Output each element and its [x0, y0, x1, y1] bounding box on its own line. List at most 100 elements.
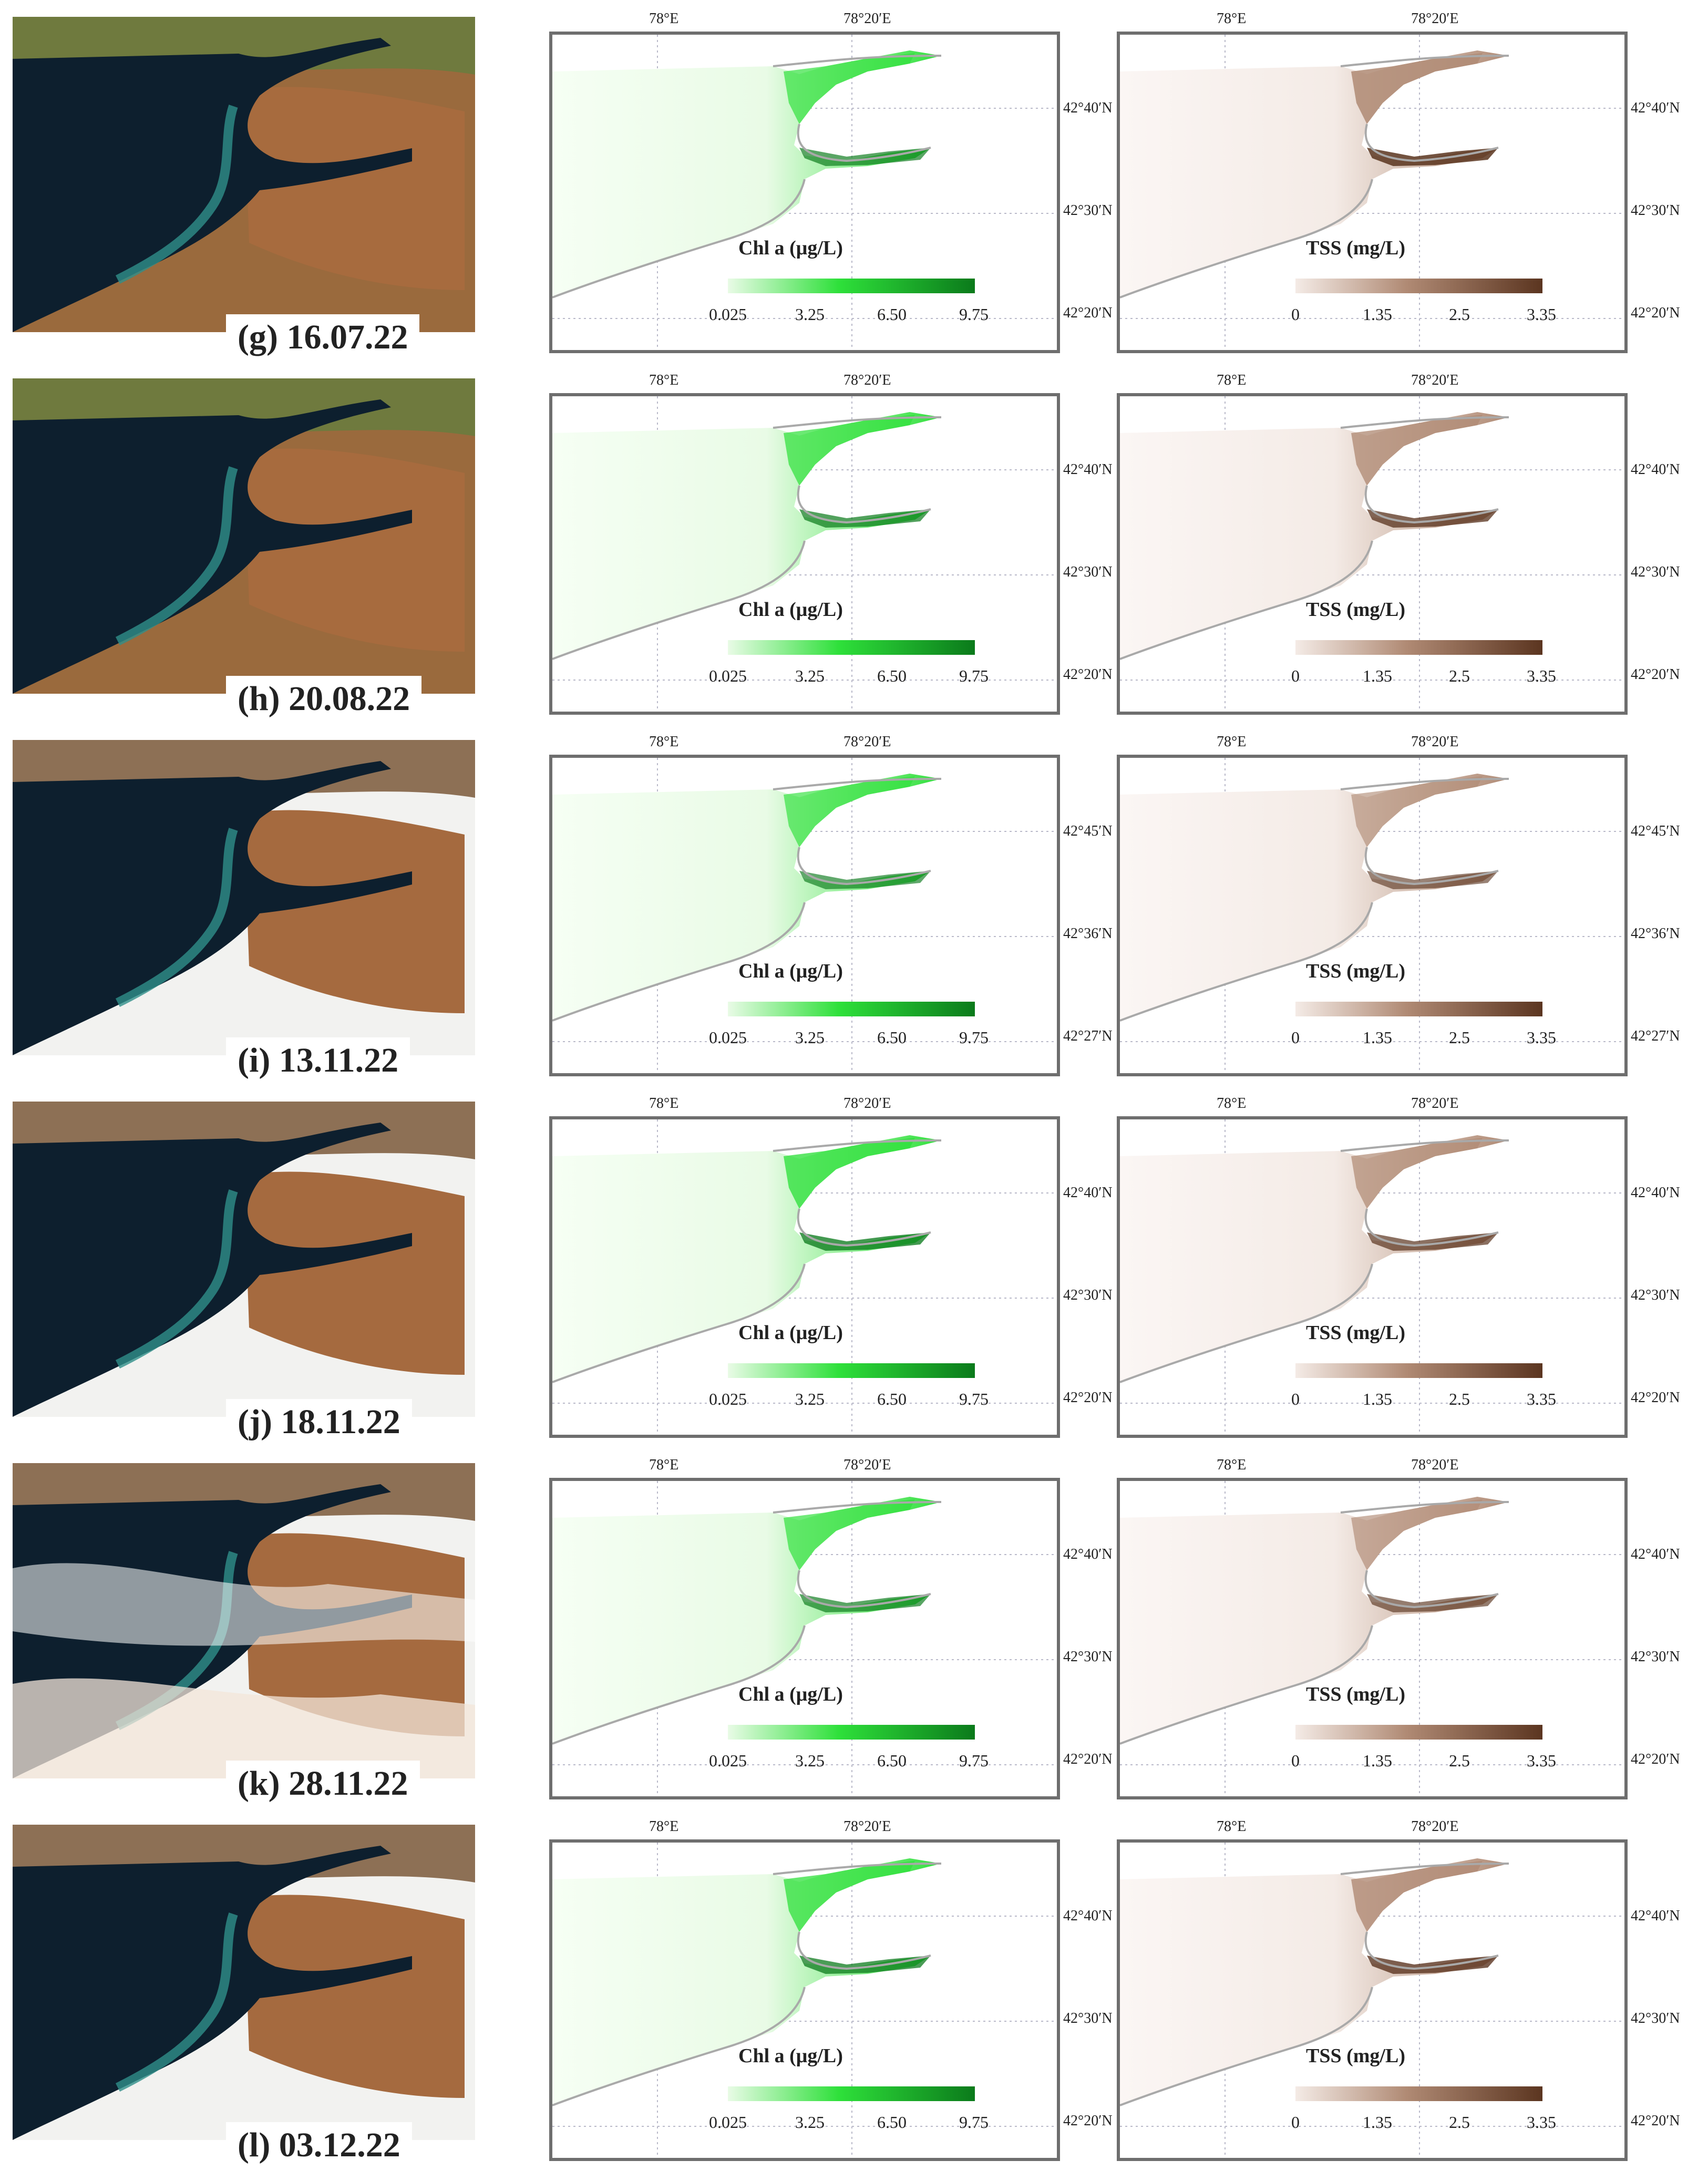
chl-colorbar-tick: 3.25	[795, 1390, 825, 1408]
chl-colorbar-tick: 6.50	[877, 2113, 907, 2132]
shoreline	[552, 778, 942, 1022]
shoreline	[1120, 55, 1509, 299]
tss-colorbar-tick: 3.35	[1527, 1751, 1556, 1770]
latitude-label: 42°30′N	[1063, 564, 1113, 580]
north-bay-concentration	[1351, 415, 1483, 486]
chl-map	[549, 1839, 1060, 2161]
latitude-label: 42°30′N	[1631, 202, 1680, 219]
longitude-label: 78°20′E	[1411, 1095, 1459, 1112]
chl-colorbar	[728, 2086, 975, 2101]
north-bay-concentration	[1351, 1138, 1483, 1209]
tss-map	[1117, 1116, 1628, 1438]
satellite-image	[13, 1102, 475, 1417]
lake-water	[13, 399, 412, 694]
chl-colorbar	[728, 640, 975, 655]
chl-colorbar	[728, 1002, 975, 1016]
south-bay-concentration	[799, 871, 931, 889]
tss-legend-title: TSS (mg/L)	[1306, 237, 1405, 259]
north-bay-concentration	[1351, 1861, 1483, 1932]
north-bay-concentration	[784, 415, 915, 486]
north-bay-concentration	[784, 1138, 915, 1209]
peninsula	[244, 1895, 465, 2098]
tss-colorbar-tick: 1.35	[1363, 2113, 1392, 2132]
panel-row: (g) 16.07.22 78°E 78°20′E Chl a (μg/L) 0.025…	[0, 11, 1708, 373]
latitude-label: 42°40′N	[1063, 1185, 1113, 1201]
latitude-label: 42°30′N	[1063, 1287, 1113, 1303]
latitude-label: 42°40′N	[1631, 1546, 1680, 1562]
longitude-label: 78°20′E	[843, 11, 891, 27]
tss-colorbar-tick: 2.5	[1449, 1751, 1470, 1770]
longitude-label: 78°E	[649, 1095, 679, 1112]
longitude-label: 78°20′E	[843, 1095, 891, 1112]
lake-surface	[552, 1135, 941, 1382]
latitude-label: 42°30′N	[1063, 2010, 1113, 2026]
lake-surface	[1120, 774, 1509, 1021]
chl-colorbar-tick: 0.025	[709, 1028, 747, 1047]
tss-colorbar-tick: 2.5	[1449, 1028, 1470, 1047]
chl-colorbar	[728, 279, 975, 293]
chl-colorbar-tick: 6.50	[877, 305, 907, 324]
chl-colorbar-tick: 3.25	[795, 2113, 825, 2132]
longitude-label: 78°E	[649, 1457, 679, 1473]
turbid-plume	[115, 828, 238, 1007]
chl-colorbar-tick: 0.025	[709, 1390, 747, 1408]
longitude-label: 78°E	[1217, 372, 1247, 388]
peninsula	[244, 87, 465, 290]
longitude-label: 78°20′E	[843, 734, 891, 750]
lake-surface	[552, 50, 941, 297]
tss-map	[1117, 32, 1628, 353]
chl-colorbar-tick: 9.75	[959, 1751, 989, 1770]
lake-water	[13, 761, 412, 1055]
longitude-label: 78°E	[1217, 1457, 1247, 1473]
chl-map	[549, 1478, 1060, 1799]
south-bay-concentration	[1367, 871, 1498, 889]
panel-row: (k) 28.11.22 78°E 78°20′E Chl a (μg/L) 0.025…	[0, 1457, 1708, 1819]
chl-map	[549, 755, 1060, 1076]
tss-colorbar	[1295, 640, 1542, 655]
lake-surface	[1120, 1497, 1509, 1744]
longitude-label: 78°E	[1217, 734, 1247, 750]
shoreline	[1120, 778, 1509, 1022]
latitude-label: 42°20′N	[1631, 305, 1680, 321]
north-bay-concentration	[784, 1861, 915, 1932]
latitude-label: 42°20′N	[1063, 305, 1113, 321]
chl-map	[549, 393, 1060, 715]
tss-map	[1117, 1478, 1628, 1799]
chl-colorbar-tick: 3.25	[795, 1751, 825, 1770]
shoreline	[1120, 1139, 1509, 1383]
south-bay-concentration	[1367, 1956, 1498, 1974]
latitude-label: 42°45′N	[1631, 823, 1680, 839]
tss-colorbar-tick: 3.35	[1527, 305, 1556, 324]
latitude-label: 42°40′N	[1631, 461, 1680, 478]
latitude-label: 42°30′N	[1063, 1649, 1113, 1665]
panel-row: (l) 03.12.22 78°E 78°20′E Chl a (μg/L) 0.025…	[0, 1818, 1708, 2181]
chl-colorbar	[728, 1363, 975, 1378]
lake-water	[13, 1846, 412, 2140]
latitude-label: 42°20′N	[1063, 2113, 1113, 2129]
panel-date-label: (h) 20.08.22	[226, 676, 422, 722]
lake-surface	[1120, 1858, 1509, 2105]
chl-legend-title: Chl a (μg/L)	[738, 1683, 843, 1705]
north-bay-concentration	[1351, 53, 1483, 124]
chl-legend-title: Chl a (μg/L)	[738, 1322, 843, 1344]
shoreline	[552, 1501, 942, 1745]
south-bay-concentration	[799, 1594, 931, 1612]
chl-colorbar-tick: 9.75	[959, 1390, 989, 1408]
longitude-label: 78°E	[649, 372, 679, 388]
latitude-label: 42°36′N	[1631, 925, 1680, 942]
tss-map	[1117, 755, 1628, 1076]
south-bay-concentration	[799, 148, 931, 166]
lake-surface	[1120, 1135, 1509, 1382]
south-bay-concentration	[1367, 509, 1498, 528]
cloud-band	[13, 1678, 475, 1778]
latitude-label: 42°30′N	[1631, 1649, 1680, 1665]
lake-surface	[1120, 50, 1509, 297]
tss-colorbar-tick: 2.5	[1449, 305, 1470, 324]
tss-map	[1117, 1839, 1628, 2161]
tss-colorbar-tick: 0	[1291, 1751, 1300, 1770]
latitude-label: 42°40′N	[1063, 461, 1113, 478]
tss-legend-title: TSS (mg/L)	[1306, 1322, 1405, 1344]
tss-colorbar-tick: 3.35	[1527, 2113, 1556, 2132]
panel-date-label: (j) 18.11.22	[226, 1399, 412, 1445]
latitude-label: 42°45′N	[1063, 823, 1113, 839]
